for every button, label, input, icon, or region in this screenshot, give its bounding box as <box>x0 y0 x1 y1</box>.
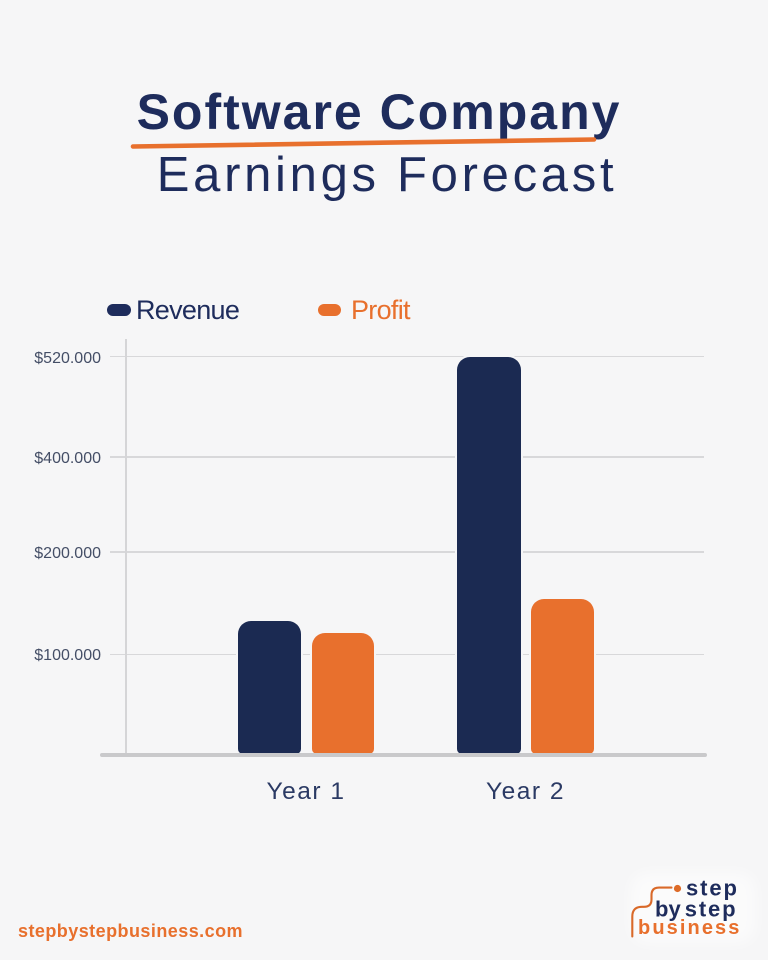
svg-text:step: step <box>685 897 738 922</box>
svg-text:by: by <box>655 897 681 922</box>
svg-text:business: business <box>638 917 742 939</box>
svg-text:step: step <box>686 876 739 901</box>
